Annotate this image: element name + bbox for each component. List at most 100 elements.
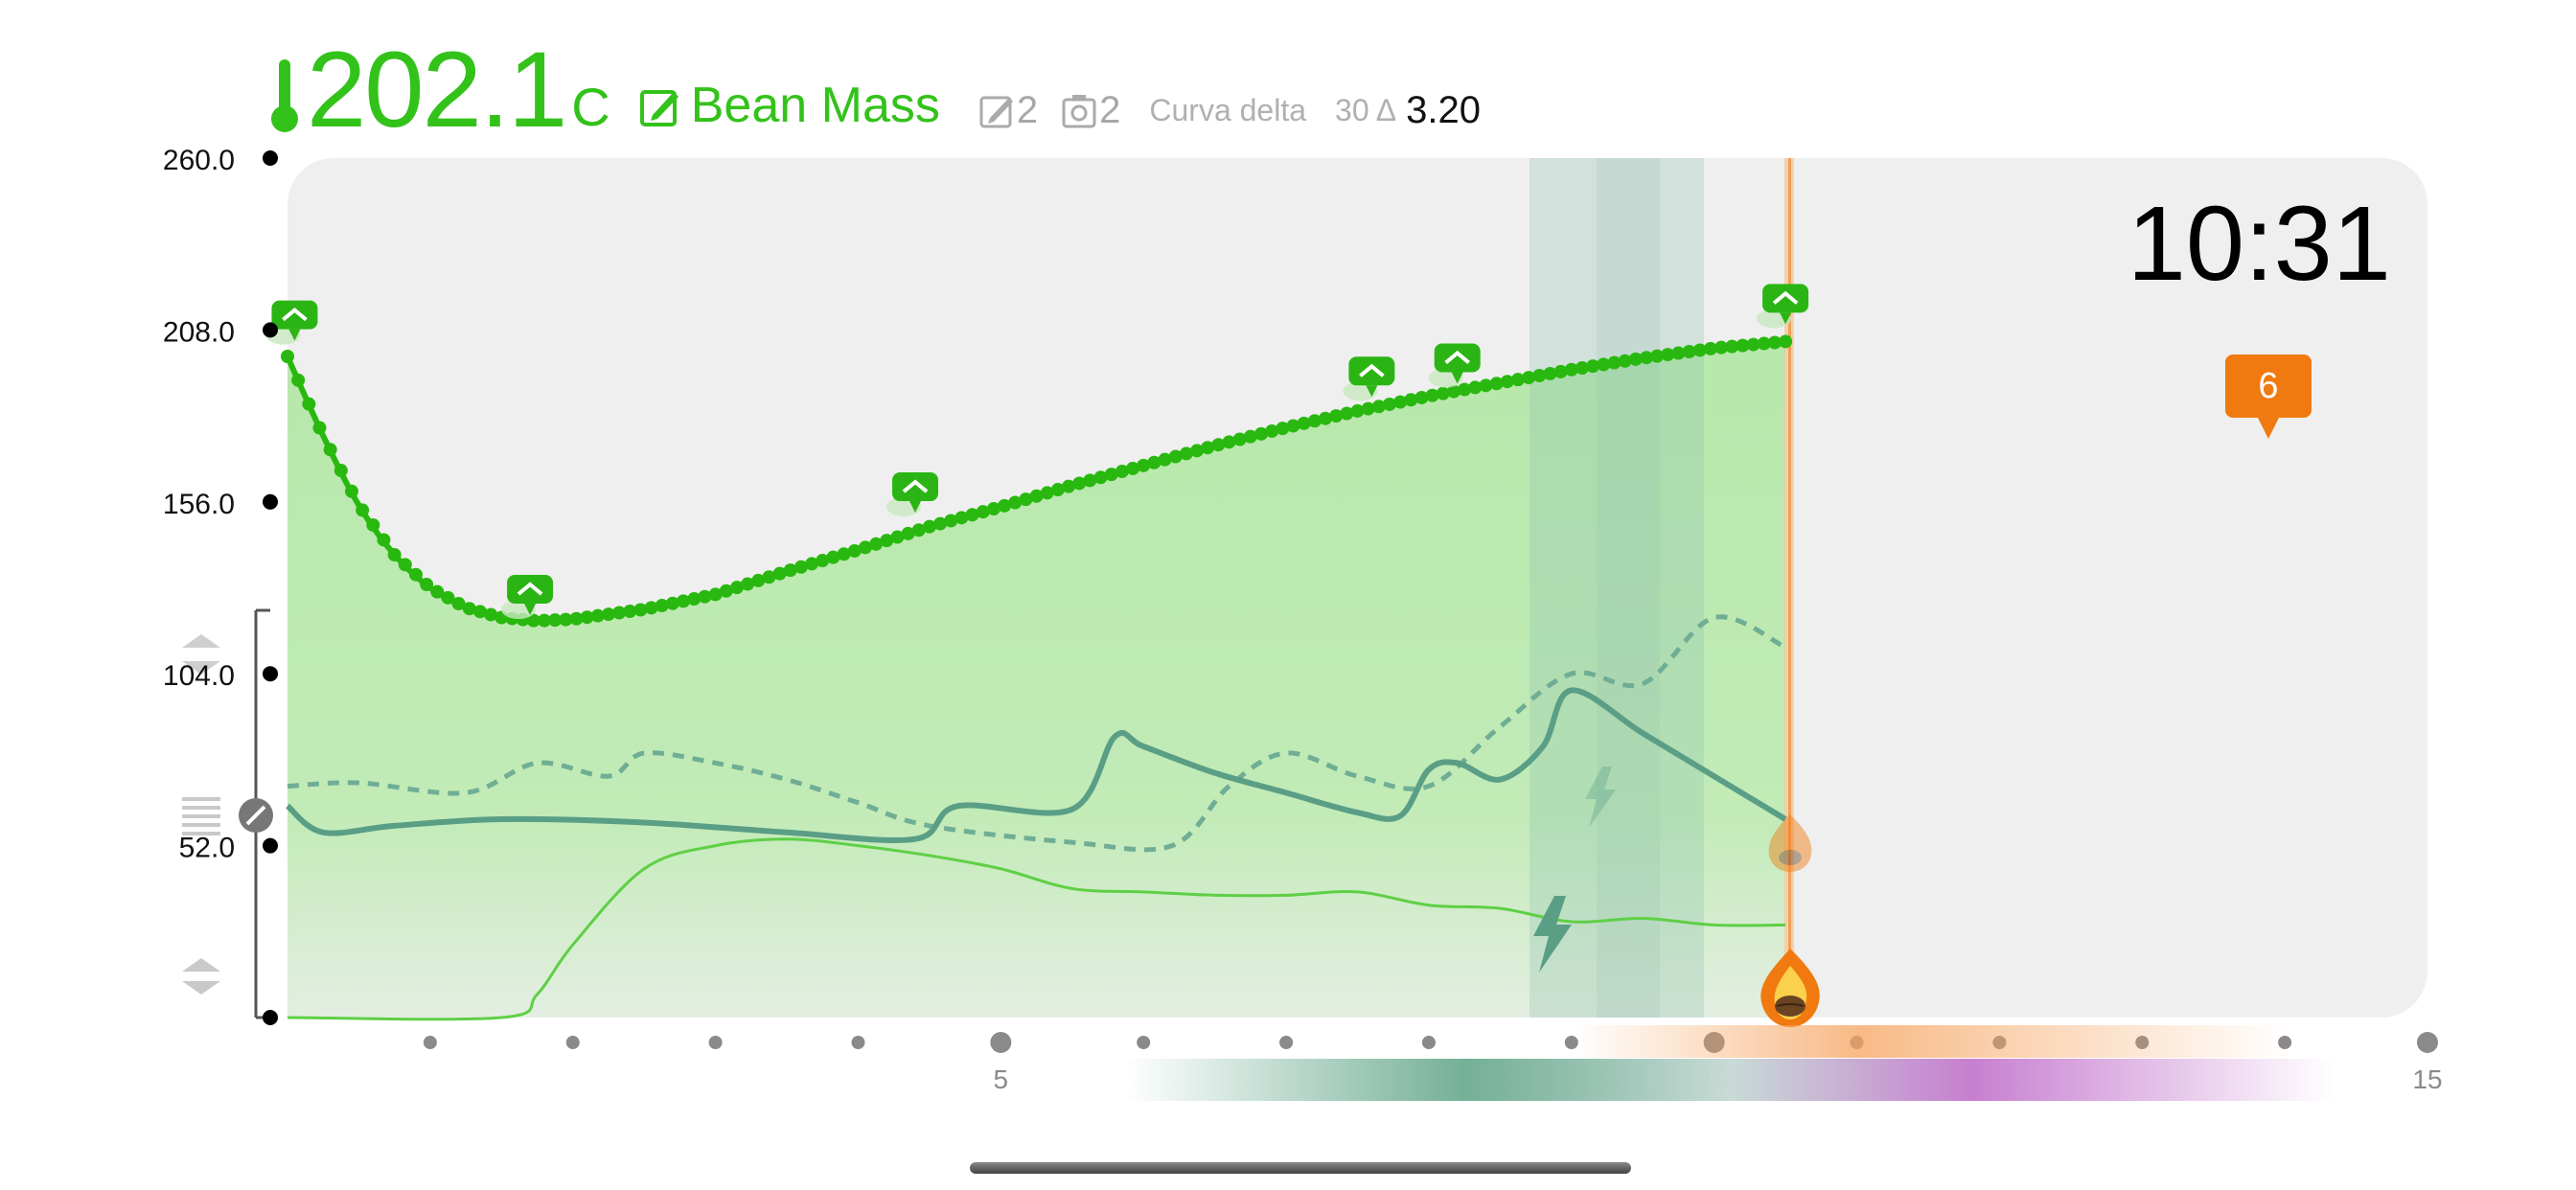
bean-temp-point: [1104, 468, 1118, 482]
bean-temp-point: [569, 611, 584, 626]
bean-temp-point: [858, 540, 872, 555]
bean-temp-point: [1126, 461, 1140, 475]
bean-temp-point: [548, 613, 563, 628]
scale-down-icon[interactable]: [182, 958, 220, 995]
bean-temp-point: [1093, 470, 1108, 485]
bean-temp-point: [1340, 406, 1354, 421]
bean-temp-point: [1190, 444, 1205, 458]
bean-temp-point: [1628, 352, 1643, 366]
bean-temp-point: [526, 613, 540, 628]
bean-temp-point: [1458, 382, 1472, 397]
bean-temp-point: [719, 584, 733, 598]
bean-temp-point: [772, 566, 787, 581]
bean-temp-point: [366, 517, 380, 532]
bean-temp-point: [665, 596, 679, 610]
bean-temp-point: [1276, 422, 1290, 436]
annotation-bubble[interactable]: 6: [2225, 355, 2312, 439]
bean-temp-point: [1307, 414, 1322, 428]
bean-temp-point: [708, 587, 723, 602]
bean-temp-point: [869, 537, 884, 551]
bean-temp-point: [729, 581, 744, 595]
bean-temp-point: [1607, 355, 1622, 370]
bean-temp-point: [1179, 446, 1193, 461]
dry-end-marker-icon[interactable]: [886, 472, 939, 517]
bean-temp-point: [998, 498, 1012, 513]
bean-temp-point: [420, 578, 434, 592]
bean-temp-point: [1072, 476, 1087, 491]
bean-temp-point: [1147, 455, 1162, 469]
bean-temp-point: [1008, 495, 1023, 510]
bean-temp-point: [933, 516, 948, 531]
bean-temp-point: [826, 550, 840, 564]
curve-label: Curva delta: [1149, 93, 1307, 127]
bean-temp-point: [472, 605, 487, 619]
bean-temp-point: [387, 548, 402, 561]
bean-temp-point: [655, 599, 669, 613]
y-tick-dot: [263, 150, 278, 166]
bean-temp-point: [291, 373, 306, 387]
bean-temp-point: [1201, 441, 1215, 455]
bean-temp-point: [1489, 377, 1504, 391]
bean-temp-point: [1532, 369, 1547, 383]
bean-temp-point: [1404, 393, 1418, 407]
turning-point-marker-icon[interactable]: [501, 575, 554, 619]
bean-temp-point: [1329, 409, 1344, 423]
x-minor-tick: [851, 1036, 865, 1049]
bean-temp-point: [880, 534, 894, 548]
bean-temp-point: [1703, 341, 1717, 355]
bean-temp-point: [1254, 426, 1269, 441]
bean-temp-point: [312, 421, 327, 435]
bean-temp-point: [1725, 339, 1739, 354]
home-indicator[interactable]: [970, 1162, 1631, 1174]
bean-temp-point: [954, 511, 969, 525]
edit-count-icon: [979, 96, 1013, 128]
edit-count: 2: [1016, 89, 1039, 131]
bean-temp-point: [1062, 479, 1076, 493]
bean-temp-point: [1543, 366, 1557, 380]
bean-temp-point: [612, 606, 627, 620]
bean-temp-point: [580, 610, 594, 625]
bean-temp-point: [1115, 465, 1129, 479]
lightning-icon: [1533, 896, 1572, 973]
bean-temp-point: [1297, 416, 1311, 430]
bean-temp-point: [741, 577, 755, 591]
bean-temp-point: [901, 526, 915, 540]
bean-temp-point: [1350, 403, 1365, 418]
delta-window: 30 Δ: [1335, 93, 1397, 127]
ror-solid-line: [286, 687, 1787, 843]
scale-up-icon[interactable]: [182, 634, 220, 675]
heat-power-line: [287, 837, 1786, 1021]
y-tick-dot: [263, 666, 278, 682]
bean-temp-point: [601, 607, 615, 622]
bean-temp-point: [1371, 400, 1386, 414]
list-lines-icon[interactable]: [182, 797, 220, 835]
bean-temp-point: [1232, 432, 1247, 446]
bean-temp-point: [462, 602, 476, 616]
x-major-tick: [990, 1032, 1012, 1053]
mode-selector[interactable]: Bean Mass: [690, 78, 940, 133]
bean-temp-point: [1618, 354, 1632, 368]
bean-temp-point: [922, 519, 936, 534]
bean-temp-point: [1586, 359, 1600, 374]
bean-temp-point: [1137, 458, 1151, 472]
first-crack-marker-icon[interactable]: [1343, 356, 1395, 401]
bean-temp-point: [1168, 449, 1183, 464]
bean-temp-point: [1746, 337, 1760, 352]
drop-line-core: [1788, 158, 1791, 1018]
bean-temp-point: [794, 560, 808, 574]
bean-temp-point: [1692, 343, 1707, 357]
thermometer-icon: [271, 59, 298, 132]
bean-temp-point: [1050, 483, 1065, 497]
bean-temp-area: [288, 341, 1786, 1018]
drop-marker-icon[interactable]: [1757, 284, 1809, 329]
bean-temp-point: [377, 533, 391, 547]
rail-handle-icon[interactable]: [239, 798, 273, 833]
development-marker-icon[interactable]: [1428, 343, 1481, 388]
bean-mass-edit-icon[interactable]: [639, 86, 681, 128]
bean-temp-point: [537, 613, 551, 628]
bean-temp-point: [1597, 357, 1611, 372]
x-minor-tick: [1421, 1036, 1436, 1049]
bean-temp-point: [1522, 371, 1536, 385]
y-tick-label: 52.0: [179, 833, 235, 864]
